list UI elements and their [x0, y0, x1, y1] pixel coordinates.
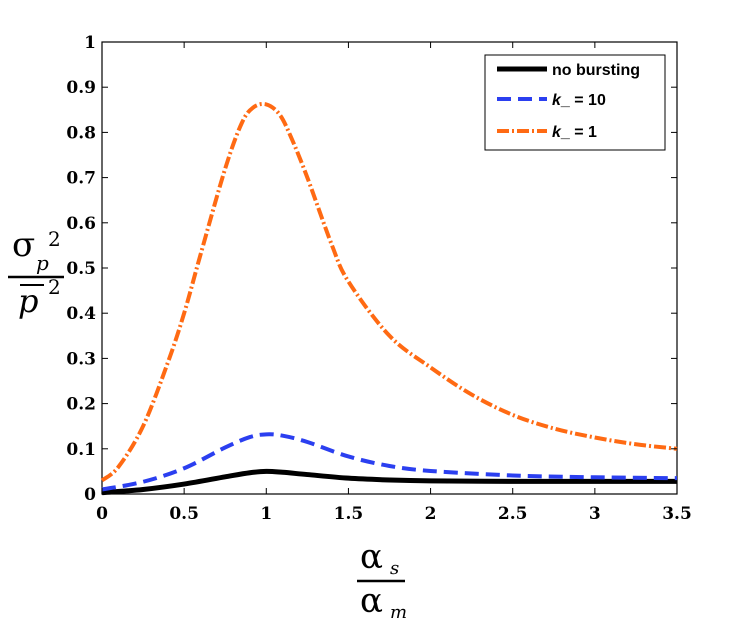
legend-label-k10-var: k: [552, 92, 562, 109]
y-label-sigma: σ: [12, 225, 35, 265]
x-tick-label: 3: [589, 504, 601, 524]
legend-label-no-bursting-text: no bursting: [552, 62, 640, 79]
y-axis-label: σ p 2 p 2: [8, 225, 64, 320]
plot-area: 0 0.5 1 1.5 2 2.5 3 3.5 0 0.1 0.2 0.3 0.4 0.5 0.6 0.7 0.…: [66, 33, 691, 524]
y-label-denom-sup-2: 2: [48, 275, 61, 299]
y-tick-label: 0.2: [66, 395, 96, 415]
y-tick-label: 0.7: [66, 169, 96, 189]
tick-layer: 0 0.5 1 1.5 2 2.5 3 3.5 0 0.1 0.2 0.3 0.4 0.5 0.6 0.7 0.…: [66, 33, 691, 524]
series-line-k-1: [100, 101, 678, 483]
x-tick-label: 1.5: [334, 504, 364, 524]
y-tick-label: 0.8: [66, 123, 96, 143]
series-line-no-bursting: [101, 468, 677, 496]
x-axis-label: α s α m: [357, 537, 407, 623]
legend-label-k1-rest: _ = 1: [560, 124, 597, 141]
legend-label-k10-rest: _ = 10: [560, 92, 606, 109]
x-label-sub-s: s: [390, 558, 399, 579]
x-tick-label: 0: [96, 504, 108, 524]
y-tick-label: 0: [84, 485, 96, 505]
y-tick-label: 0.5: [66, 259, 96, 279]
y-tick-label: 1: [84, 33, 96, 53]
y-label-p: p: [18, 282, 38, 320]
y-tick-label: 0.3: [66, 349, 96, 369]
x-tick-label: 2.5: [498, 504, 528, 524]
x-tick-label: 3.5: [662, 504, 692, 524]
x-tick-label: 1: [260, 504, 272, 524]
x-tick-label: 0.5: [169, 504, 199, 524]
y-label-numerator: σ: [12, 225, 35, 265]
legend-label-k1: k_ = 1: [552, 124, 597, 141]
x-label-sub-m: m: [390, 602, 407, 623]
y-label-sup-2: 2: [48, 227, 61, 251]
y-tick-label: 0.9: [66, 78, 96, 98]
x-tick-label: 2: [425, 504, 437, 524]
legend-label-no-bursting: no bursting: [552, 62, 640, 79]
y-tick-label: 0.1: [66, 440, 96, 460]
y-label-sub-p: p: [36, 251, 49, 275]
y-tick-label: 0.4: [66, 304, 96, 324]
y-tick-label: 0.6: [66, 214, 96, 234]
series-line-k-10: [101, 432, 678, 492]
legend-label-k10: k_ = 10: [552, 92, 606, 109]
x-label-alpha-s: α: [360, 537, 383, 577]
series-layer: [100, 101, 678, 496]
legend-label-k1-var: k: [552, 124, 562, 141]
x-label-alpha-m: α: [360, 581, 383, 621]
legend: no bursting k_ = 10 k_ = 1: [484, 54, 666, 151]
